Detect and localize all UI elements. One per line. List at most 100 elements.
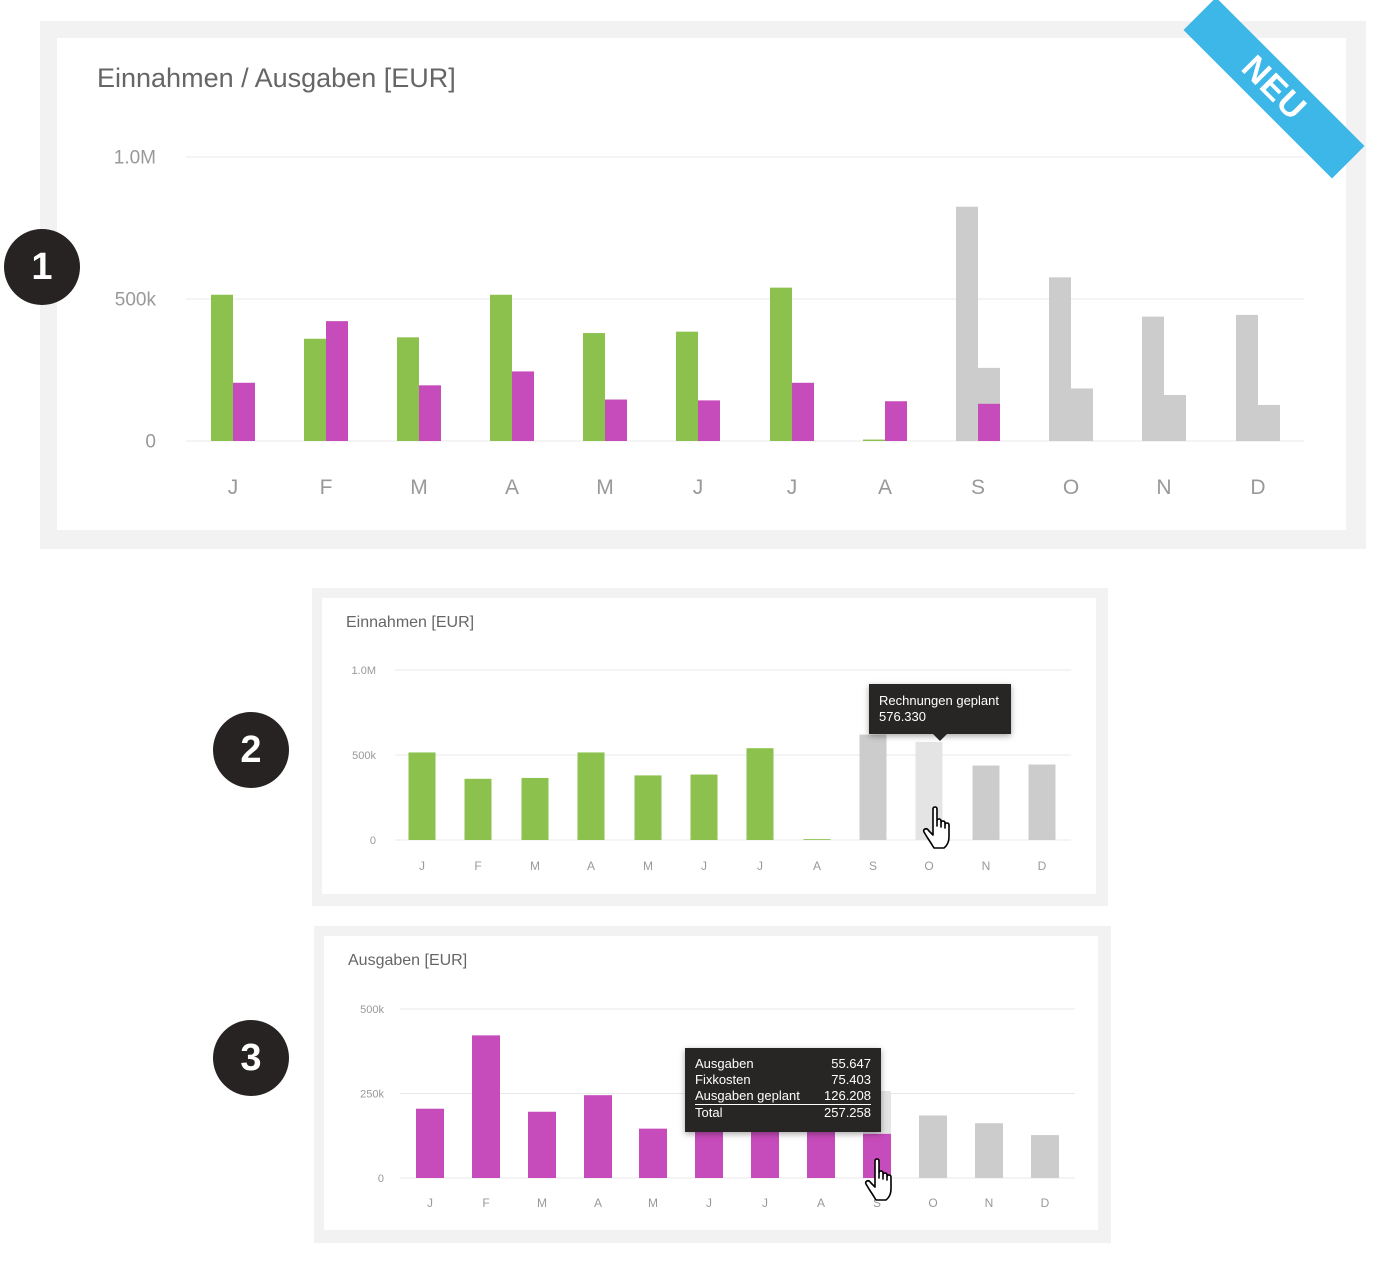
bar (770, 287, 792, 441)
x-tick-label: J (427, 1196, 433, 1210)
combined-chart-panel: Einnahmen / Ausgaben [EUR] 0 500k 1.0M J F M A… (40, 21, 1366, 549)
x-tick-label: M (648, 1196, 658, 1210)
x-tick-label: D (1038, 859, 1047, 873)
income-chart-card: Einnahmen [EUR] 0 500k 1.0M J F M A M J J A S O N D Re… (322, 598, 1096, 894)
bar (583, 333, 605, 441)
bar (1071, 388, 1093, 441)
tooltip-label: Rechnungen geplant (879, 693, 999, 708)
bar (211, 294, 233, 441)
income-tooltip: Rechnungen geplant 576.330 (869, 684, 1011, 741)
tooltip-row-value: 126.208 (824, 1088, 871, 1103)
x-tick-label: J (757, 859, 763, 873)
tooltip-row-label: Total (695, 1105, 723, 1120)
bar (416, 1108, 444, 1178)
x-tick-label: A (817, 1196, 825, 1210)
bar (807, 1130, 835, 1178)
x-tick-label: M (537, 1196, 547, 1210)
bar (859, 734, 887, 840)
x-tick-label: O (924, 859, 933, 873)
bar (1049, 277, 1071, 441)
bar (803, 839, 831, 840)
bar (919, 1115, 947, 1178)
y-tick-label: 0 (370, 835, 376, 847)
income-chart: 0 500k 1.0M J F M A M J J A S O N D (352, 665, 1071, 873)
bar (639, 1128, 667, 1178)
x-tick-label: A (813, 859, 821, 873)
y-tick-label: 1.0M (114, 148, 156, 169)
bar (695, 1129, 723, 1178)
x-tick-label: M (530, 859, 540, 873)
combined-chart-title: Einnahmen / Ausgaben [EUR] (97, 63, 456, 93)
bar (233, 382, 255, 441)
x-tick-label: O (928, 1196, 937, 1210)
tooltip-row-expenses: Ausgaben 55.647 (695, 1056, 871, 1072)
expenses-chart-title: Ausgaben [EUR] (348, 952, 468, 969)
bar (792, 382, 814, 441)
x-tick-label: F (320, 476, 333, 499)
bar (690, 774, 718, 840)
y-tick-label: 0 (378, 1173, 384, 1185)
bar (512, 371, 534, 441)
bar (1164, 394, 1186, 441)
bar (577, 752, 605, 840)
y-tick-label: 500k (360, 1004, 384, 1016)
y-tick-label: 500k (115, 290, 157, 311)
expenses-chart: 0 250k 500k J F M A M J J A S O N D (360, 1004, 1075, 1210)
x-tick-label: A (878, 476, 892, 499)
bar (676, 331, 698, 441)
bar (978, 403, 1000, 441)
tooltip-row-planned: Ausgaben geplant 126.208 (695, 1088, 871, 1105)
x-tick-label: S (971, 476, 985, 499)
x-tick-label: J (706, 1196, 712, 1210)
tooltip-value: 576.330 (879, 709, 926, 724)
tooltip-row-value: 75.403 (831, 1072, 871, 1087)
tooltip-row-fixed-costs: Fixkosten 75.403 (695, 1072, 871, 1088)
tooltip-row-label: Ausgaben geplant (695, 1088, 800, 1103)
y-tick-label: 0 (145, 432, 156, 453)
x-tick-label: J (701, 859, 707, 873)
bar (885, 401, 907, 441)
hand-cursor-icon (864, 1158, 892, 1201)
bar (1236, 314, 1258, 441)
bar (746, 748, 774, 840)
x-tick-label: S (869, 859, 877, 873)
bar (472, 1035, 500, 1178)
bar (863, 439, 885, 441)
bar (419, 385, 441, 441)
x-tick-label: N (985, 1196, 994, 1210)
x-tick-label: O (1063, 476, 1079, 499)
bar (521, 777, 549, 840)
step-3-badge: 3 (213, 1020, 289, 1096)
combined-chart-card: Einnahmen / Ausgaben [EUR] 0 500k 1.0M J F M A… (57, 38, 1346, 530)
expenses-chart-card: Ausgaben [EUR] 0 250k 500k J F M A M J J A S O N D Aus… (324, 936, 1098, 1230)
bar (1142, 316, 1164, 441)
bar (634, 775, 662, 840)
expenses-tooltip: Ausgaben 55.647 Fixkosten 75.403 Ausgabe… (685, 1048, 881, 1132)
x-tick-label: J (228, 476, 239, 499)
bar (956, 206, 978, 441)
bar (490, 294, 512, 441)
x-tick-label: N (1156, 476, 1171, 499)
x-tick-label: M (643, 859, 653, 873)
x-tick-label: A (505, 476, 519, 499)
tooltip-row-total: Total 257.258 (695, 1105, 871, 1121)
x-tick-label: F (482, 1196, 489, 1210)
y-tick-label: 250k (360, 1088, 384, 1100)
x-tick-label: A (594, 1196, 602, 1210)
x-tick-label: M (596, 476, 614, 499)
income-chart-title: Einnahmen [EUR] (346, 614, 475, 631)
y-tick-label: 1.0M (352, 665, 376, 677)
income-chart-panel: Einnahmen [EUR] 0 500k 1.0M J F M A M J J A S O N D Re… (312, 588, 1108, 906)
expenses-chart-panel: Ausgaben [EUR] 0 250k 500k J F M A M J J A S O N D Aus… (314, 926, 1111, 1243)
bar (975, 1123, 1003, 1178)
bar (584, 1095, 612, 1178)
tooltip-row-value: 257.258 (824, 1105, 871, 1120)
bar (1258, 404, 1280, 441)
tooltip-row-label: Ausgaben (695, 1056, 754, 1071)
y-tick-label: 500k (352, 750, 376, 762)
x-tick-label: J (762, 1196, 768, 1210)
x-tick-label: D (1250, 476, 1265, 499)
bar (326, 321, 348, 441)
x-tick-label: J (787, 476, 798, 499)
x-tick-label: M (410, 476, 428, 499)
